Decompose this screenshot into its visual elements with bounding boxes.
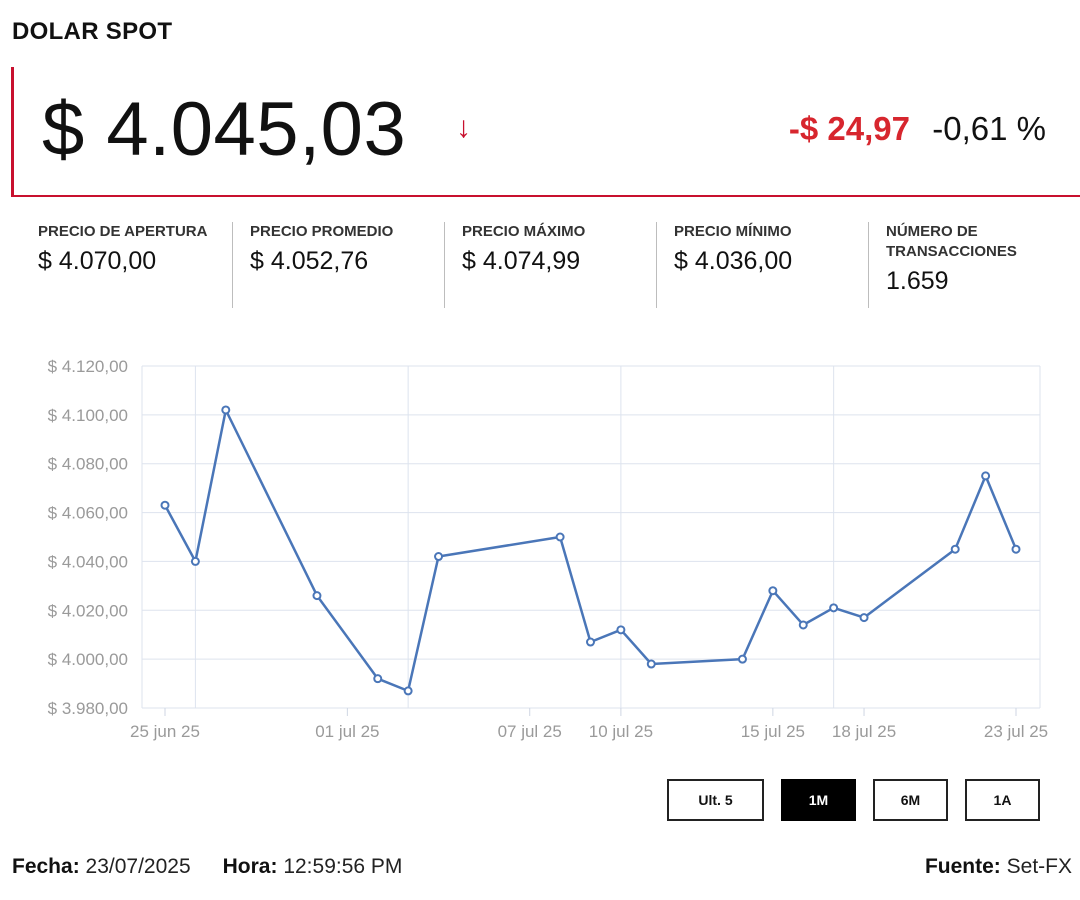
page-title: DOLAR SPOT: [12, 18, 173, 45]
stat-label: PRECIO DE APERTURA: [38, 223, 208, 240]
y-tick-label: $ 4.100,00: [48, 406, 128, 425]
stat-value: 1.659: [886, 267, 949, 295]
x-tick-label: 01 jul 25: [315, 722, 379, 741]
stat-opening-price: PRECIO DE APERTURA $ 4.070,00: [20, 222, 232, 308]
stat-label: PRECIO MÁXIMO: [462, 223, 586, 240]
date-value: 23/07/2025: [85, 855, 191, 878]
x-tick-label: 23 jul 25: [984, 722, 1048, 741]
data-point: [646, 659, 656, 669]
stat-label: PRECIO PROMEDIO: [250, 223, 394, 240]
data-point: [829, 603, 839, 613]
data-point: [373, 674, 383, 684]
data-point: [434, 552, 444, 562]
y-tick-label: $ 4.080,00: [48, 455, 128, 474]
data-point: [586, 637, 595, 647]
arrow-down-icon: ↓: [456, 111, 471, 144]
x-tick-label: 10 jul 25: [589, 722, 653, 741]
range-button-1a[interactable]: 1A: [965, 779, 1040, 821]
stat-average-price: PRECIO PROMEDIO $ 4.052,76: [232, 222, 444, 308]
x-tick-label: 18 jul 25: [832, 722, 896, 741]
data-point: [981, 471, 991, 481]
x-tick-label: 15 jul 25: [741, 722, 805, 741]
data-point: [859, 613, 869, 623]
quote-panel: $ 4.045,03 ↓ -$ 24,97 -0,61 %: [11, 67, 1080, 197]
stat-value: $ 4.052,76: [250, 247, 369, 275]
footer: Fecha: 23/07/2025 Hora: 12:59:56 PM Fuen…: [12, 855, 1072, 879]
y-tick-label: $ 3.980,00: [48, 699, 128, 718]
time-value: 12:59:56 PM: [283, 855, 403, 878]
data-point: [312, 591, 322, 601]
x-tick-label: 07 jul 25: [498, 722, 562, 741]
footer-date: Fecha: 23/07/2025: [12, 855, 191, 879]
stat-min-price: PRECIO MÍNIMO $ 4.036,00: [656, 222, 868, 308]
y-tick-label: $ 4.060,00: [48, 504, 128, 523]
data-point: [950, 544, 960, 554]
stat-value: $ 4.036,00: [674, 247, 793, 275]
price-change-percent: -0,61 %: [932, 110, 1046, 147]
stat-value: $ 4.070,00: [38, 247, 157, 275]
data-point: [190, 556, 200, 566]
range-button-ult5[interactable]: Ult. 5: [667, 779, 764, 821]
data-point: [221, 405, 231, 415]
data-point: [1011, 544, 1021, 554]
stat-max-price: PRECIO MÁXIMO $ 4.074,99: [444, 222, 656, 308]
range-selector: Ult. 5 1M 6M 1A: [667, 779, 1040, 821]
stat-value: $ 4.074,99: [462, 247, 581, 275]
x-tick-label: 25 jun 25: [130, 722, 200, 741]
current-price: $ 4.045,03: [42, 87, 407, 172]
data-point: [555, 532, 565, 542]
range-button-6m[interactable]: 6M: [873, 779, 948, 821]
data-point: [160, 500, 170, 510]
y-tick-label: $ 4.120,00: [48, 357, 128, 376]
source-value: Set-FX: [1006, 855, 1072, 878]
date-label: Fecha:: [12, 855, 80, 878]
data-point: [798, 620, 808, 630]
footer-source: Fuente: Set-FX: [925, 855, 1072, 879]
price-line-chart: $ 3.980,00 $ 4.000,00 $ 4.020,00 $ 4.040,00…: [48, 357, 1049, 741]
data-point: [737, 654, 747, 664]
y-tick-label: $ 4.020,00: [48, 601, 128, 620]
stat-transactions: NÚMERO DE TRANSACCIONES 1.659: [868, 222, 1080, 308]
series-line: [163, 408, 1018, 693]
stat-label: NÚMERO DE TRANSACCIONES: [886, 223, 1017, 260]
source-label: Fuente:: [924, 855, 1001, 878]
range-button-1m[interactable]: 1M: [781, 779, 856, 821]
stats-row: PRECIO DE APERTURA $ 4.070,00 PRECIO PRO…: [20, 222, 1080, 308]
footer-time: Hora: 12:59:56 PM: [223, 855, 403, 879]
data-point: [403, 686, 413, 696]
data-point: [768, 586, 778, 596]
stat-label: PRECIO MÍNIMO: [674, 223, 792, 240]
data-point: [616, 625, 626, 635]
time-label: Hora:: [222, 855, 278, 878]
y-tick-label: $ 4.040,00: [48, 552, 128, 571]
y-tick-label: $ 4.000,00: [48, 650, 128, 669]
price-change: -$ 24,97: [788, 110, 910, 147]
